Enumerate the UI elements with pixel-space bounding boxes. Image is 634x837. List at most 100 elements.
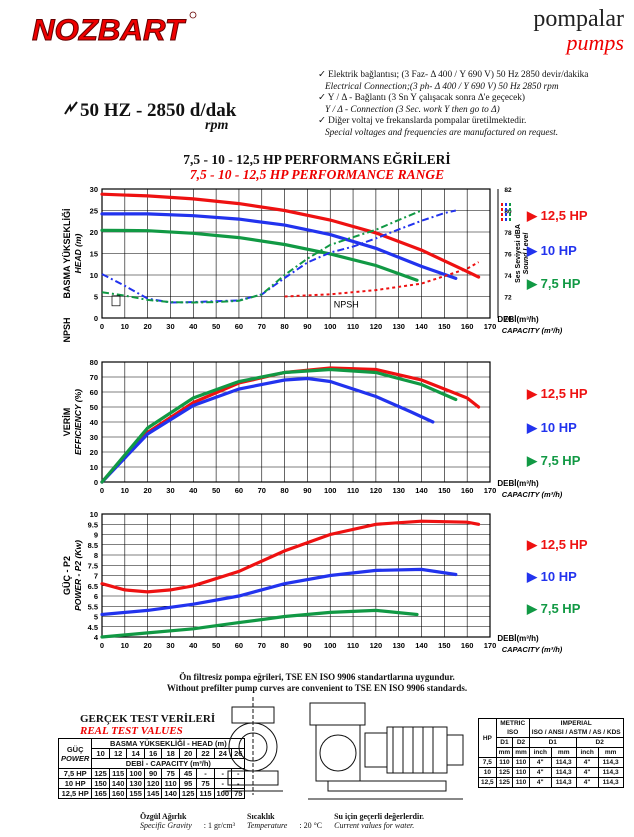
flow-value: 130 [126,778,145,789]
x-tick-label: 80 [280,641,288,650]
flow-value: 160 [108,788,128,799]
x-tick-label: 30 [166,486,174,495]
y-tick-label: 15 [90,250,98,259]
y2-axis-label-en: Sound Level [523,232,530,275]
flow-value: 155 [126,788,145,799]
table-row: 10 125 110 4" 114,3 4" 114,3 [478,767,624,778]
dim-cell: 125 [495,767,514,778]
y-tick-label: 9 [94,531,98,540]
x-tick-label: 80 [280,486,288,495]
x-tick-label: 30 [166,322,174,331]
flow-value: 145 [143,788,163,799]
flow-value: 90 [143,768,163,779]
x-tick-label: 150 [438,641,451,650]
x-tick-label: 90 [303,322,311,331]
dim-cell: 125 [495,777,514,788]
y2-tick-label: 74 [504,273,512,280]
x-axis-label-en: CAPACITY (m³/h) [502,645,563,654]
x-tick-label: 30 [166,641,174,650]
y-tick-label: 20 [90,228,98,237]
sound-level-line [284,261,480,298]
legend-7-5hp: ▶ 7,5 HP [527,453,581,468]
y-tick-label: 4.5 [88,623,98,632]
dim-cell: 110 [512,777,530,788]
y-tick-label: 0 [94,314,98,323]
x-tick-label: 60 [235,322,243,331]
d2-header: D2 [512,737,530,748]
y-tick-label: 8 [94,551,98,560]
legend-12-5hp: ▶ 12,5 HP [527,386,588,401]
x-tick-label: 140 [415,486,428,495]
dim-cell: 114,3 [550,767,577,778]
x-tick-label: 150 [438,486,451,495]
y-tick-label: 10 [90,463,98,472]
npsh-scale-box [111,295,121,307]
gravity-note: Özgül Ağırlık Specific Gravity [140,812,192,830]
y2-axis-label: Ses Seviyesi dBA [515,224,522,283]
unit-cell: inch [528,747,552,758]
dimension-table: HP METRIC ISO IMPERIAL ISO / ANSI / ASTM /… [478,718,624,788]
y2-tick-label: 82 [504,187,512,194]
x-tick-label: 90 [303,641,311,650]
flow-value: 115 [196,788,215,799]
npsh-line-0 [101,209,457,304]
y2-tick-label: 80 [504,209,512,216]
x-tick-label: 0 [100,486,104,495]
x-tick-label: 130 [392,486,405,495]
lightning-icon: ✓ [318,93,328,103]
legend-12-5hp: ▶ 12,5 HP [527,208,588,223]
flow-value: 125 [91,768,110,779]
x-tick-label: 130 [392,322,405,331]
y2-tick-label: 72 [504,295,512,302]
x-tick-label: 160 [461,641,474,650]
dim-cell: 114,3 [597,757,624,768]
y-tick-label: 80 [90,358,98,367]
y2-tick-label: 70 [504,316,512,323]
dim-cell: 4" [575,767,599,778]
logo-text: NOZBART [32,14,187,47]
flow-value: 45 [178,768,198,779]
flow-value: - [196,768,215,779]
dim-cell: 114,3 [550,777,577,788]
test-title-tr: GERÇEK TEST VERİLERİ [80,713,216,725]
flow-value: 100 [126,768,145,779]
power-cell: 12,5 HP [57,788,93,799]
flow-value: 150 [91,778,110,789]
x-axis-label: DEBİ(m³/h) [497,634,539,643]
nozbart-logo: NOZBART [30,10,197,48]
flow-value: 140 [161,788,180,799]
x-tick-label: 10 [121,641,129,650]
x-tick-label: 40 [189,322,197,331]
x-tick-label: 80 [280,322,288,331]
brand-tagline: pompalar pumps [533,6,624,54]
head-value: 14 [126,748,145,759]
footer: Özgül Ağırlık Specific Gravity : 1 gr/cm³… [140,812,434,830]
dim-cell: 4" [528,757,552,768]
x-tick-label: 140 [415,641,428,650]
head-value: 10 [91,748,110,759]
y-tick-label: 5.5 [88,602,98,611]
series-line-1 [100,212,458,280]
x-tick-label: 40 [189,641,197,650]
tagline-en: pumps [566,30,624,55]
x-tick-label: 120 [370,486,383,495]
legend-10hp: ▶ 10 HP [527,243,577,258]
unit-cell: mm [512,747,530,758]
x-tick-label: 90 [303,486,311,495]
flow-value: 110 [161,778,180,789]
dim-cell: 12,5 [478,777,497,788]
y-tick-label: 7.5 [88,561,98,570]
npsh-axis-label: NPSH [62,317,72,342]
x-tick-label: 10 [121,322,129,331]
series-line-0 [100,519,481,594]
lightning-icon: ✓ [318,116,329,126]
x-tick-label: 130 [392,641,405,650]
x-tick-label: 50 [212,486,220,495]
frequency-title: 50 HZ - 2850 d/dak [80,100,237,121]
flow-value: 115 [108,768,128,779]
table-row: 12,5 125 110 4" 114,3 4" 114,3 [478,777,624,788]
x-tick-label: 120 [370,322,383,331]
flow-value: 120 [143,778,163,789]
flow-value: 165 [91,788,110,799]
